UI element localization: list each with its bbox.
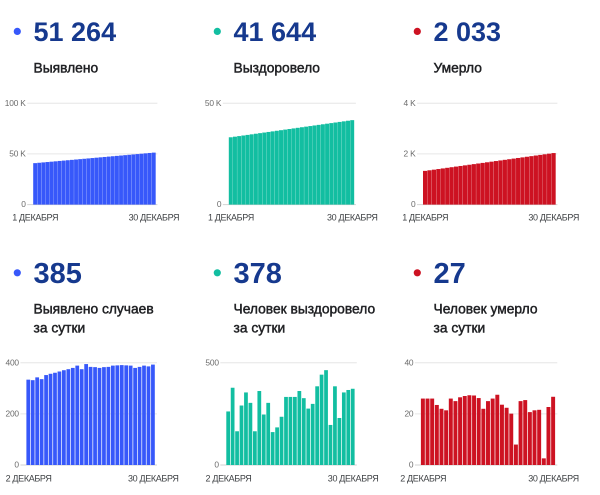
svg-text:Выявлено: Выявлено [34,61,99,76]
svg-text:41 644: 41 644 [234,17,317,47]
svg-text:378: 378 [234,258,282,290]
svg-text:30 ДЕКАБРЯ: 30 ДЕКАБРЯ [328,473,379,483]
svg-text:30 ДЕКАБРЯ: 30 ДЕКАБРЯ [129,212,180,222]
svg-text:30 ДЕКАБРЯ: 30 ДЕКАБРЯ [528,473,579,483]
svg-text:0: 0 [214,460,219,470]
svg-text:4 K: 4 K [404,98,417,108]
svg-text:100 K: 100 K [5,98,27,108]
svg-text:51 264: 51 264 [34,17,117,47]
svg-text:2 ДЕКАБРЯ: 2 ДЕКАБРЯ [206,473,252,483]
svg-text:400: 400 [6,357,20,367]
svg-text:за сутки: за сутки [434,321,486,336]
svg-text:2 ДЕКАБРЯ: 2 ДЕКАБРЯ [6,473,52,483]
svg-text:Человек умерло: Человек умерло [434,302,538,317]
svg-text:2 K: 2 K [404,149,417,159]
svg-text:385: 385 [34,258,82,290]
svg-text:за сутки: за сутки [34,321,86,336]
svg-text:2 ДЕКАБРЯ: 2 ДЕКАБРЯ [400,473,446,483]
svg-text:30 ДЕКАБРЯ: 30 ДЕКАБРЯ [528,212,579,222]
svg-text:40: 40 [404,357,413,367]
svg-text:Человек выздоровело: Человек выздоровело [234,302,376,317]
svg-text:200: 200 [6,409,20,419]
svg-text:1 ДЕКАБРЯ: 1 ДЕКАБРЯ [208,212,254,222]
svg-text:0: 0 [217,199,222,209]
svg-text:30 ДЕКАБРЯ: 30 ДЕКАБРЯ [128,473,179,483]
svg-text:0: 0 [14,460,19,470]
svg-text:0: 0 [21,199,26,209]
svg-text:0: 0 [411,199,416,209]
svg-text:1 ДЕКАБРЯ: 1 ДЕКАБРЯ [12,212,58,222]
svg-text:Умерло: Умерло [434,61,483,76]
svg-text:2 033: 2 033 [434,17,502,47]
svg-text:20: 20 [404,409,413,419]
svg-text:500: 500 [205,357,219,367]
svg-text:50 K: 50 K [205,98,222,108]
svg-text:50 K: 50 K [9,149,26,159]
svg-text:27: 27 [434,258,466,290]
svg-text:Выявлено случаев: Выявлено случаев [34,302,154,317]
svg-text:1 ДЕКАБРЯ: 1 ДЕКАБРЯ [402,212,448,222]
svg-text:Выздоровело: Выздоровело [234,61,321,76]
svg-text:0: 0 [409,460,414,470]
svg-text:за сутки: за сутки [234,321,286,336]
svg-text:30 ДЕКАБРЯ: 30 ДЕКАБРЯ [327,212,378,222]
